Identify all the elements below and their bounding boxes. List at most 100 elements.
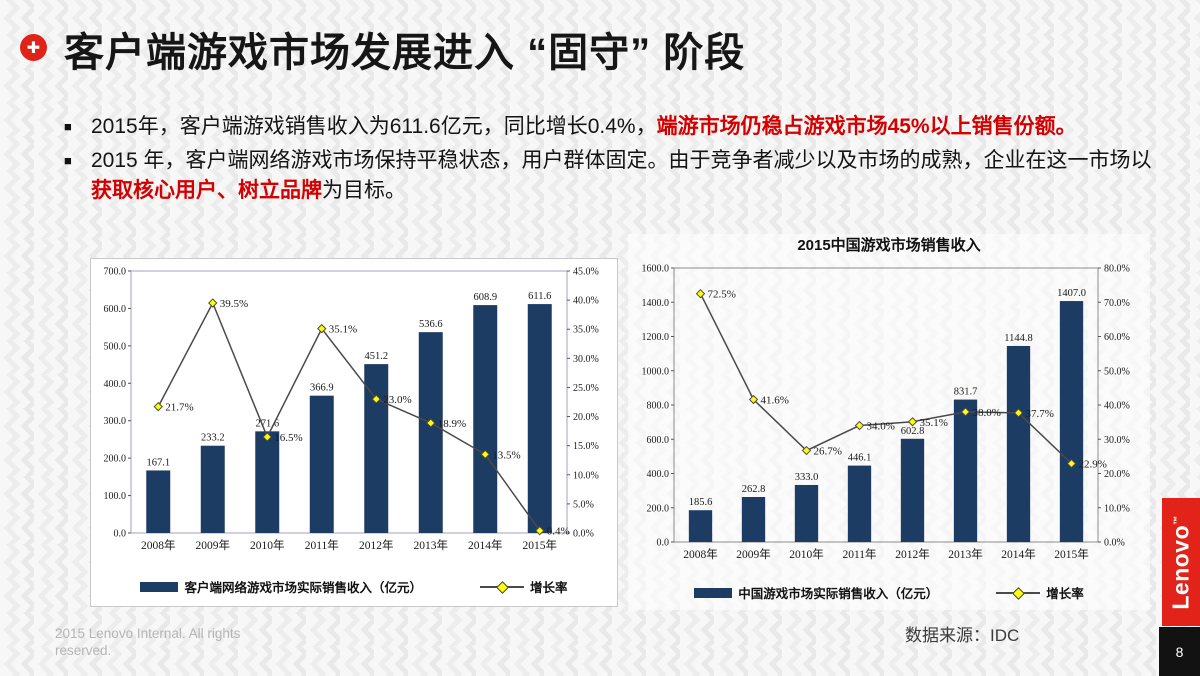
chart-legend: 中国游戏市场实际销售收入（亿元） 增长率 [628, 583, 1150, 602]
x-axis-label: 2015年 [1054, 547, 1089, 561]
line-value-label: 35.1% [329, 324, 357, 336]
right-axis-tick: 45.0% [573, 267, 599, 278]
data-point-marker [1066, 458, 1077, 469]
line-value-label: 72.5% [708, 289, 736, 301]
bar-value-label: 185.6 [689, 497, 713, 508]
bullet-1-pre: 2015年，客户端游戏销售收入为611.6亿元，同比增长0.4%， [91, 115, 657, 138]
lenovo-logo: Lenovo™ [1162, 498, 1200, 626]
x-axis-label: 2014年 [468, 538, 503, 552]
bar-value-label: 451.2 [364, 351, 388, 362]
left-axis-tick: 0.0 [657, 538, 670, 549]
bullet-item-2: ■ 2015 年，客户端网络游戏市场保持平稳状态，用户群体固定。由于竞争者减少以… [64, 146, 1172, 206]
data-point-marker [748, 394, 759, 405]
line-value-label: 39.5% [220, 298, 248, 310]
right-axis-tick: 25.0% [573, 383, 599, 394]
data-point-marker [801, 445, 812, 456]
lenovo-logo-text: Lenovo [1167, 524, 1194, 610]
x-axis-label: 2011年 [305, 538, 339, 552]
bullet-text-2: 2015 年，客户端网络游戏市场保持平稳状态，用户群体固定。由于竞争者减少以及市… [91, 146, 1172, 206]
line-value-label: 0.4% [547, 526, 570, 538]
data-point-marker [907, 417, 918, 427]
right-axis-tick: 5.0% [573, 499, 594, 510]
page-number: 8 [1159, 627, 1200, 676]
data-point-marker [426, 418, 436, 428]
bar-value-label: 1144.8 [1004, 333, 1033, 344]
legend-label: 增长率 [1046, 587, 1084, 601]
x-axis-label: 2013年 [948, 547, 983, 561]
x-axis-label: 2009年 [736, 547, 771, 561]
chart-title: 2015中国游戏市场销售收入 [797, 237, 981, 254]
bar [527, 304, 552, 533]
legend-label: 客户端网络游戏市场实际销售收入（亿元） [184, 581, 422, 595]
line-value-label: 22.9% [1079, 459, 1107, 471]
right-axis-tick: 80.0% [1104, 264, 1130, 275]
bar-value-label: 446.1 [848, 453, 872, 464]
growth-line [699, 293, 1073, 465]
right-axis-tick: 50.0% [1104, 366, 1130, 377]
line-value-label: 18.9% [438, 418, 466, 430]
x-axis-label: 2012年 [895, 547, 930, 561]
bullet-text-1: 2015年，客户端游戏销售收入为611.6亿元，同比增长0.4%，端游市场仍稳占… [91, 112, 1077, 142]
bullet-square-icon: ■ [64, 119, 72, 134]
chart-legend: 客户端网络游戏市场实际销售收入（亿元） 增长率 [91, 577, 617, 596]
bar [146, 470, 171, 533]
bar-value-label: 1407.0 [1057, 288, 1086, 299]
left-axis-tick: 1600.0 [642, 264, 670, 275]
right-axis-tick: 30.0% [1104, 435, 1130, 446]
left-axis-tick: 200.0 [104, 454, 127, 465]
bar-value-label: 333.0 [795, 472, 819, 483]
left-axis-tick: 200.0 [647, 503, 670, 514]
bar-value-label: 536.6 [419, 319, 443, 330]
bar [255, 431, 280, 533]
bar-value-label: 233.2 [201, 433, 225, 444]
bullet-2-post: 为目标。 [322, 179, 406, 202]
left-axis-tick: 0.0 [114, 529, 127, 540]
bar [418, 332, 443, 533]
line-value-label: 26.7% [814, 446, 842, 458]
right-axis-tick: 20.0% [573, 412, 599, 423]
right-axis-tick: 20.0% [1104, 469, 1130, 480]
bar [364, 364, 389, 533]
legend-label: 中国游戏市场实际销售收入（亿元） [738, 587, 939, 601]
data-point-marker [262, 432, 272, 442]
left-axis-tick: 700.0 [104, 267, 127, 278]
line-value-label: 23.0% [383, 394, 411, 406]
bar-value-label: 602.8 [901, 426, 925, 437]
trademark-symbol: ™ [1171, 514, 1182, 525]
left-axis-tick: 1000.0 [642, 366, 670, 377]
data-point-marker [208, 298, 218, 308]
legend-item-bar: 客户端网络游戏市场实际销售收入（亿元） [140, 577, 422, 596]
right-axis-tick: 0.0% [573, 529, 594, 540]
bullet-list: ■ 2015年，客户端游戏销售收入为611.6亿元，同比增长0.4%，端游市场仍… [64, 112, 1172, 210]
line-value-label: 16.5% [274, 432, 302, 444]
x-axis-label: 2009年 [196, 538, 231, 552]
data-source-text: 数据来源：IDC [905, 626, 1020, 645]
left-axis-tick: 400.0 [104, 379, 127, 390]
bar-value-label: 262.8 [742, 484, 766, 495]
x-axis-label: 2011年 [842, 547, 876, 561]
line-swatch-icon [996, 586, 1041, 600]
chart-canvas: 0.0 200.0 400.0 600.0 800.0 1000.0 1200.0 1400.… [642, 264, 1130, 562]
data-point-marker [480, 449, 490, 460]
chart-canvas: 0.0 100.0 200.0 300.0 400.0 500.0 600.0 700.0 0.… [104, 267, 599, 553]
growth-line [157, 301, 541, 532]
right-axis-tick: 10.0% [573, 470, 599, 481]
bar [473, 305, 498, 533]
bar [1059, 301, 1084, 542]
bar [953, 399, 978, 542]
left-axis-tick: 100.0 [104, 491, 127, 502]
left-axis-tick: 300.0 [104, 416, 127, 427]
right-axis-tick: 40.0% [573, 296, 599, 307]
line-value-label: 35.1% [920, 417, 948, 429]
chart-canvas-wrap: 0.0 100.0 200.0 300.0 400.0 500.0 600.0 700.0 0.… [91, 259, 617, 576]
plus-circle-icon: ✚ [20, 34, 47, 61]
line-value-label: 34.0% [867, 421, 895, 433]
bar [794, 484, 819, 542]
legend-label: 增长率 [530, 581, 568, 595]
x-axis-label: 2010年 [789, 547, 824, 561]
data-point-marker [317, 323, 327, 334]
data-point-marker [854, 420, 865, 431]
bar-swatch-icon [694, 587, 733, 598]
left-axis-tick: 1200.0 [642, 332, 670, 343]
bar [741, 496, 766, 542]
